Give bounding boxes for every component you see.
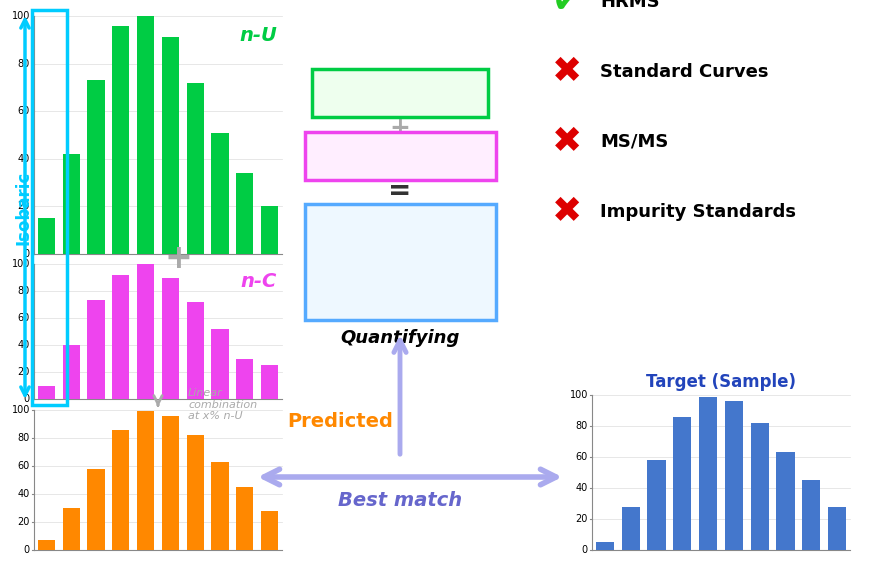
Text: 60: 60 — [17, 313, 30, 323]
Bar — [137, 264, 155, 399]
Text: 20: 20 — [17, 367, 30, 377]
Text: 20: 20 — [17, 517, 30, 527]
Bar — [162, 416, 179, 550]
Text: (100-x)% n-C: (100-x)% n-C — [340, 147, 461, 165]
Text: 100: 100 — [11, 259, 30, 269]
Text: 0: 0 — [23, 545, 30, 555]
Bar — [699, 397, 717, 550]
Bar — [725, 401, 743, 550]
Text: Impurity Standards: Impurity Standards — [600, 203, 796, 221]
Text: 80: 80 — [17, 433, 30, 443]
Text: Predicted: Predicted — [287, 412, 393, 431]
Text: Quantifying: Quantifying — [341, 329, 460, 347]
Text: ✖: ✖ — [552, 55, 582, 89]
Text: 100: 100 — [11, 11, 30, 21]
Bar — [162, 38, 179, 254]
Text: 0: 0 — [582, 545, 588, 555]
Text: 80: 80 — [576, 421, 588, 431]
Text: 100: 100 — [569, 390, 588, 400]
FancyBboxPatch shape — [304, 132, 495, 180]
Bar — [261, 511, 278, 550]
Bar — [236, 487, 254, 550]
Text: 40: 40 — [17, 154, 30, 164]
Bar — [112, 429, 129, 550]
Bar — [236, 359, 254, 399]
FancyBboxPatch shape — [312, 69, 488, 117]
Text: HRMS: HRMS — [600, 0, 660, 11]
Bar — [63, 154, 80, 254]
Bar — [621, 506, 640, 550]
Bar — [37, 540, 55, 550]
Text: ✔: ✔ — [552, 0, 582, 19]
Text: Linear
combination
at x% n-U: Linear combination at x% n-U — [188, 388, 257, 421]
Bar — [261, 206, 278, 254]
Text: 100: 100 — [11, 405, 30, 415]
Bar — [751, 423, 769, 550]
Bar — [87, 80, 104, 254]
Text: MS/MS: MS/MS — [600, 133, 668, 151]
Bar — [673, 416, 692, 550]
Bar — [236, 173, 254, 254]
Bar — [802, 481, 820, 550]
Text: Standard Curves: Standard Curves — [600, 63, 768, 81]
FancyBboxPatch shape — [304, 204, 495, 320]
Text: Isobaric: Isobaric — [15, 170, 33, 244]
Bar — [596, 542, 614, 550]
Bar — [63, 508, 80, 550]
Bar — [261, 365, 278, 399]
Bar — [211, 329, 229, 399]
Text: 60: 60 — [17, 461, 30, 471]
Bar — [137, 16, 155, 254]
Bar — [162, 278, 179, 399]
Text: n-C: n-C — [241, 272, 277, 291]
Text: Best match: Best match — [338, 491, 462, 510]
Bar — [211, 462, 229, 550]
Bar — [112, 25, 129, 254]
Bar — [37, 386, 55, 399]
Text: 0: 0 — [23, 394, 30, 404]
Bar — [112, 275, 129, 399]
Text: +: + — [389, 116, 410, 140]
Text: 40: 40 — [17, 340, 30, 350]
Bar — [647, 460, 666, 550]
Text: 0: 0 — [23, 249, 30, 259]
Text: 80: 80 — [17, 58, 30, 69]
Bar — [87, 301, 104, 399]
Bar — [187, 435, 204, 550]
Text: 60: 60 — [576, 452, 588, 462]
Text: Isobaric
composition
in the sample: Isobaric composition in the sample — [336, 226, 464, 297]
Bar — [828, 506, 846, 550]
Text: 40: 40 — [17, 489, 30, 499]
Text: Target (Sample): Target (Sample) — [646, 373, 796, 391]
Text: 60: 60 — [17, 106, 30, 116]
Text: 20: 20 — [17, 201, 30, 211]
Bar — [87, 469, 104, 550]
Text: 40: 40 — [576, 483, 588, 493]
Text: +: + — [164, 242, 192, 275]
Bar — [187, 302, 204, 399]
Bar — [63, 345, 80, 399]
Text: ✖: ✖ — [552, 195, 582, 229]
Bar — [137, 411, 155, 550]
Bar — [211, 133, 229, 254]
Text: ✖: ✖ — [552, 125, 582, 159]
Bar — [777, 452, 794, 550]
Text: n-U: n-U — [239, 26, 277, 45]
Text: 20: 20 — [575, 514, 588, 524]
Text: x% n-U: x% n-U — [365, 84, 435, 102]
Text: =: = — [388, 177, 412, 205]
Bar — [187, 83, 204, 254]
Text: 80: 80 — [17, 286, 30, 296]
Bar — [37, 218, 55, 254]
